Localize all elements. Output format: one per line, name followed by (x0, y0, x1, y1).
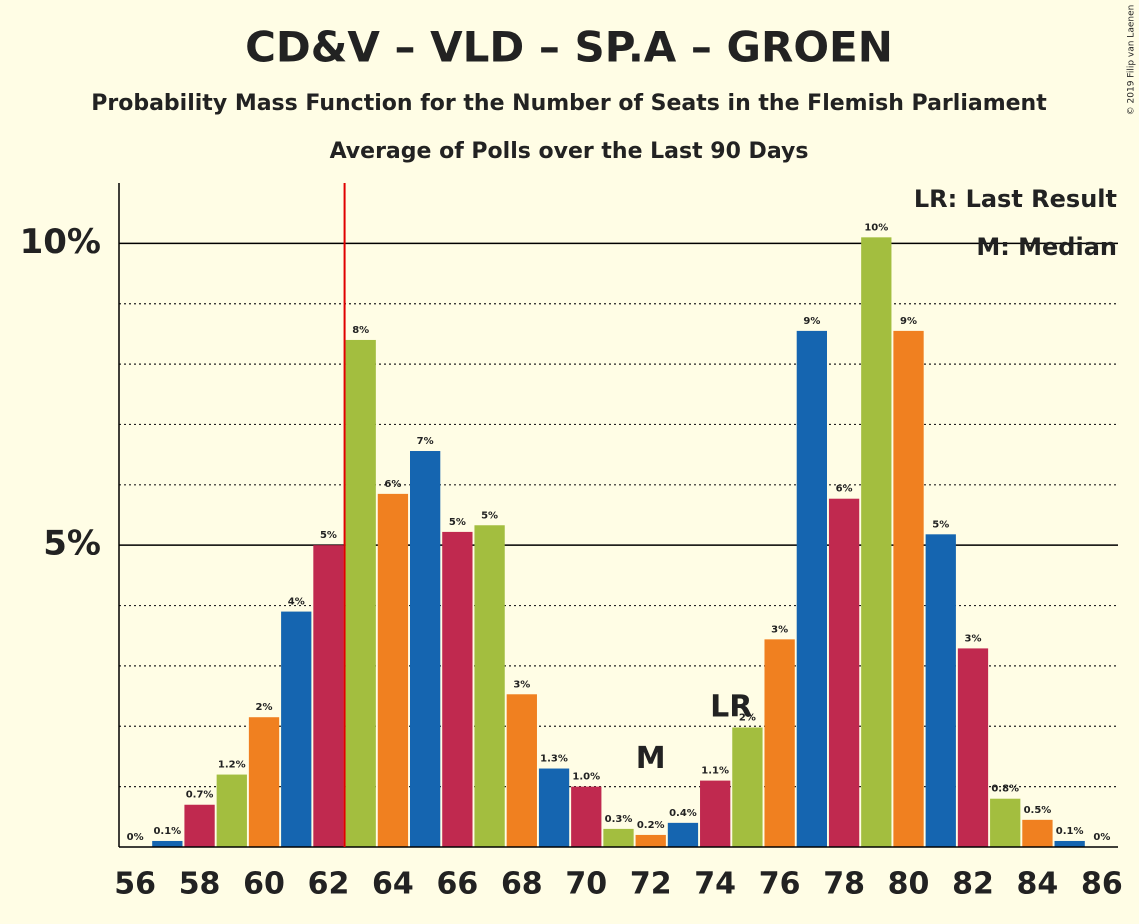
bar (861, 237, 892, 847)
bar (700, 780, 731, 847)
value-label: 2% (739, 712, 756, 723)
value-label: 10% (864, 222, 888, 233)
x-tick-label: 66 (436, 867, 478, 902)
bar (667, 822, 699, 847)
value-label: 2% (256, 702, 273, 713)
value-label: 0.8% (991, 784, 1019, 795)
chart-title: CD&V – VLD – SP.A – GROEN (245, 23, 893, 72)
x-tick-label: 64 (372, 867, 414, 902)
x-tick-label: 60 (243, 867, 285, 902)
bar (474, 525, 505, 847)
annotation: LR (710, 690, 752, 725)
value-label: 1.1% (701, 766, 729, 777)
value-label: 1.2% (218, 760, 246, 771)
x-tick-label: 72 (630, 867, 672, 902)
value-label: 0% (127, 832, 144, 843)
value-label: 3% (513, 679, 530, 690)
bar (603, 828, 634, 847)
bar (442, 531, 473, 847)
y-tick-label: 5% (43, 524, 101, 564)
copyright: © 2019 Filip van Laenen (1127, 5, 1137, 116)
value-label: 0.7% (186, 790, 214, 801)
value-label: 4% (288, 597, 305, 608)
value-label: 5% (449, 517, 466, 528)
bar (345, 339, 376, 847)
bar (377, 493, 409, 847)
chart-subtitle: Average of Polls over the Last 90 Days (330, 139, 809, 164)
bar (216, 774, 247, 847)
bar (828, 498, 860, 847)
value-label: 1.0% (572, 772, 600, 783)
value-label: 5% (481, 510, 498, 521)
bar (925, 534, 956, 847)
x-tick-label: 68 (501, 867, 543, 902)
value-label: 5% (320, 530, 337, 541)
bar (1022, 819, 1053, 847)
bar (635, 834, 666, 847)
value-label: 9% (803, 316, 820, 327)
x-tick-label: 58 (179, 867, 221, 902)
x-tick-label: 80 (888, 867, 930, 902)
bar (1054, 840, 1085, 847)
x-tick-label: 84 (1017, 867, 1059, 902)
value-label: 0% (1093, 832, 1110, 843)
bar (248, 717, 280, 847)
bar (571, 786, 602, 847)
x-tick-label: 56 (114, 867, 156, 902)
chart-subtitle: Probability Mass Function for the Number… (91, 91, 1047, 116)
value-label: 8% (352, 325, 369, 336)
x-tick-label: 76 (759, 867, 801, 902)
value-label: 6% (384, 479, 401, 490)
value-label: 3% (964, 633, 981, 644)
y-tick-label: 10% (20, 222, 101, 262)
value-label: 7% (417, 436, 434, 447)
bar (990, 798, 1021, 847)
value-label: 0.4% (669, 808, 697, 819)
x-tick-label: 70 (565, 867, 607, 902)
x-tick-label: 86 (1081, 867, 1123, 902)
legend-entry: M: Median (976, 233, 1117, 261)
value-label: 0.1% (153, 826, 181, 837)
bar (764, 639, 795, 847)
value-label: 1.3% (540, 754, 568, 765)
annotation: M (636, 741, 666, 776)
value-label: 5% (932, 519, 949, 530)
bar (152, 840, 183, 847)
bar (796, 330, 828, 848)
bar (957, 648, 989, 847)
x-tick-label: 82 (952, 867, 994, 902)
bar (893, 330, 924, 848)
x-tick-label: 62 (308, 867, 350, 902)
value-label: 3% (771, 624, 788, 635)
x-tick-label: 74 (694, 867, 736, 902)
bar (538, 768, 570, 847)
bar (184, 804, 215, 847)
value-label: 0.2% (637, 820, 665, 831)
bar (313, 545, 344, 847)
value-label: 0.1% (1056, 826, 1084, 837)
bar (281, 611, 312, 847)
bar (409, 451, 441, 847)
legend-entry: LR: Last Result (914, 185, 1117, 213)
value-label: 6% (836, 484, 853, 495)
value-label: 0.3% (605, 814, 633, 825)
x-tick-label: 78 (823, 867, 865, 902)
value-label: 0.5% (1024, 805, 1052, 816)
bar (732, 727, 763, 847)
value-label: 9% (900, 316, 917, 327)
bar (506, 694, 537, 847)
